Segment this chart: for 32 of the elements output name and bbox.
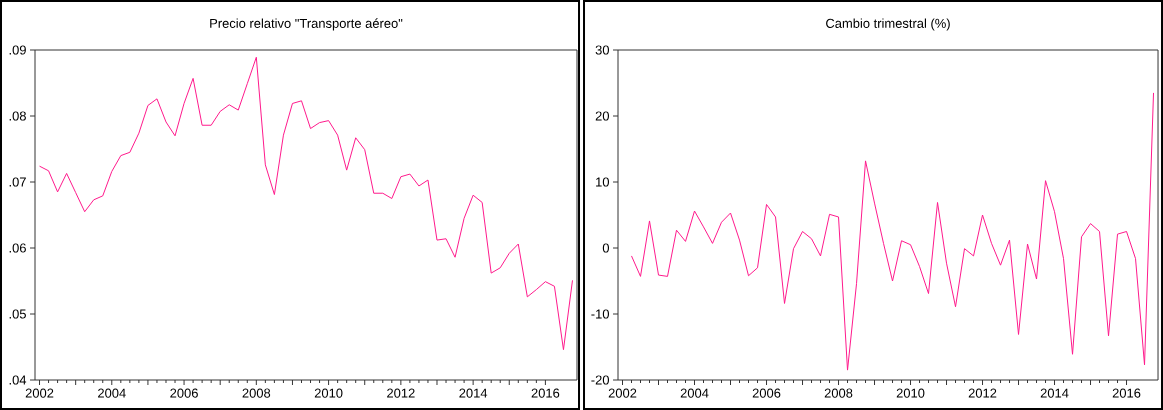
chart-title: Precio relativo "Transporte aéreo" xyxy=(210,18,403,31)
y-tick-label: .07 xyxy=(9,177,26,187)
x-tick-label: 2002 xyxy=(25,388,54,398)
x-tick-label: 2008 xyxy=(824,388,853,398)
x-tick-label: 2016 xyxy=(531,388,560,398)
x-tick-label: 2012 xyxy=(387,388,415,398)
y-tick-label: 20 xyxy=(595,111,609,121)
y-tick-label: -20 xyxy=(591,375,609,385)
y-tick-label: 10 xyxy=(596,177,609,187)
x-tick-label: 2016 xyxy=(1112,388,1141,398)
x-tick-label: 2004 xyxy=(680,388,709,398)
y-tick-label: 0 xyxy=(602,243,610,253)
x-tick-label: 2014 xyxy=(1040,388,1069,398)
x-tick-label: 2008 xyxy=(242,388,271,398)
x-tick-label: 2010 xyxy=(896,388,925,398)
y-tick-label: .06 xyxy=(9,243,26,253)
y-tick-label: -10 xyxy=(591,309,609,319)
x-tick-label: 2014 xyxy=(459,388,488,398)
x-tick-label: 2002 xyxy=(608,388,637,398)
y-tick-label: .04 xyxy=(9,375,27,385)
y-tick-label: .09 xyxy=(9,45,26,55)
x-tick-label: 2006 xyxy=(170,388,198,398)
y-tick-label: .05 xyxy=(9,309,26,319)
line-series xyxy=(631,92,1155,371)
x-tick-label: 2004 xyxy=(98,388,126,398)
chart-title: Cambio trimestral (%) xyxy=(826,18,950,31)
x-tick-label: 2012 xyxy=(968,388,997,398)
x-tick-label: 2010 xyxy=(314,388,343,398)
line-series xyxy=(39,56,573,351)
y-tick-label: .08 xyxy=(9,111,26,121)
y-tick-label: 30 xyxy=(595,45,609,55)
x-tick-label: 2006 xyxy=(752,388,781,398)
